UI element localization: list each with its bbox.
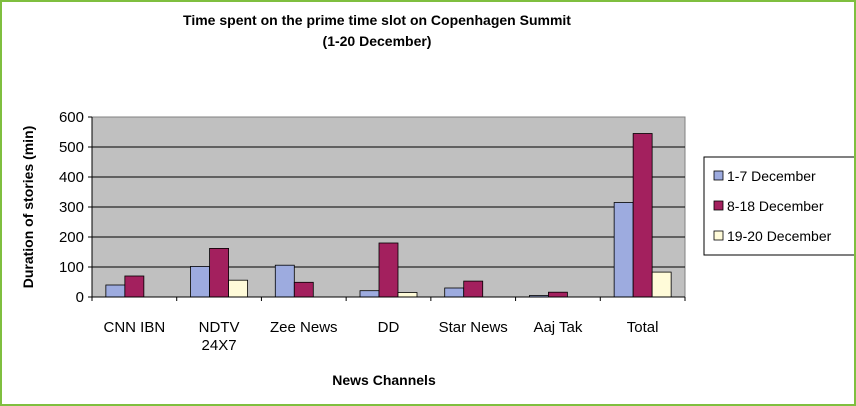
bar-5-1 bbox=[548, 291, 568, 298]
bar-2-0 bbox=[274, 264, 295, 298]
x-tick-label: NDTV bbox=[199, 319, 240, 336]
legend-swatch bbox=[713, 230, 724, 241]
x-axis-title: News Channels bbox=[332, 372, 436, 388]
y-tick-label: 400 bbox=[59, 169, 84, 186]
bar-4-0 bbox=[444, 287, 465, 298]
bar-4-1 bbox=[463, 280, 484, 298]
bar-6-0 bbox=[613, 202, 634, 298]
bar-1-1 bbox=[209, 247, 229, 298]
y-tick-label: 0 bbox=[76, 289, 84, 306]
x-tick-label: Total bbox=[627, 319, 659, 336]
x-tick-label: Aaj Tak bbox=[533, 319, 582, 336]
y-tick-label: 600 bbox=[59, 109, 84, 126]
legend-label: 19-20 December bbox=[727, 228, 832, 244]
bar-6-1 bbox=[632, 133, 653, 298]
bar-0-0 bbox=[105, 284, 126, 298]
bar-1-2 bbox=[228, 279, 248, 298]
bar-6-2 bbox=[651, 271, 672, 298]
y-tick-label: 300 bbox=[59, 199, 84, 216]
y-tick-label: 500 bbox=[59, 139, 84, 156]
bar-3-2 bbox=[397, 292, 418, 298]
x-tick-label: Star News bbox=[439, 319, 508, 336]
y-axis-ticks: 0 100 200 300 400 500 600 bbox=[59, 109, 92, 306]
legend-label: 1-7 December bbox=[727, 168, 816, 184]
legend-label: 8-18 December bbox=[727, 198, 824, 214]
y-tick-label: 200 bbox=[59, 229, 84, 246]
bar-1-0 bbox=[190, 265, 210, 298]
y-axis-title: Duration of stories (min) bbox=[20, 126, 36, 289]
legend-swatch bbox=[713, 200, 724, 211]
x-tick-label: DD bbox=[378, 319, 400, 336]
x-tick-label: Zee News bbox=[270, 319, 338, 336]
bar-3-0 bbox=[359, 290, 380, 298]
legend-swatch bbox=[713, 170, 724, 181]
x-tick-label: CNN IBN bbox=[104, 319, 166, 336]
bar-2-1 bbox=[293, 281, 314, 298]
chart-title: Time spent on the prime time slot on Cop… bbox=[183, 12, 571, 28]
bar-3-1 bbox=[378, 242, 399, 298]
chart-subtitle: (1-20 December) bbox=[323, 33, 432, 49]
bar-0-1 bbox=[124, 275, 145, 298]
legend-box bbox=[703, 156, 854, 256]
y-tick-label: 100 bbox=[59, 259, 84, 276]
legend: 1-7 December 8-18 December 19-20 December bbox=[713, 168, 832, 244]
x-tick-label: 24X7 bbox=[202, 337, 237, 354]
